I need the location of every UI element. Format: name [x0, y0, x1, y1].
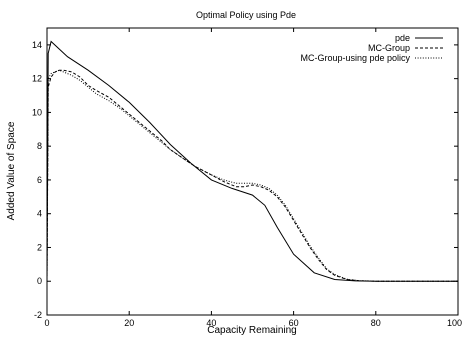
- x-axis-label: Capacity Remaining: [207, 325, 297, 336]
- series-line-2: [46, 69, 458, 282]
- y-tick-label: 4: [37, 209, 42, 219]
- chart-title: Optimal Policy using Pde: [196, 10, 296, 20]
- y-tick-label: 0: [37, 276, 42, 286]
- series-line-3: [46, 69, 458, 282]
- legend-label: MC-Group-using pde policy: [300, 53, 410, 63]
- series-layer: [46, 40, 458, 282]
- x-tick-label: 80: [371, 318, 381, 328]
- series-line-1: [46, 40, 458, 282]
- y-axis: -2 0 2 4 6 8 10 12 14: [32, 40, 458, 320]
- y-tick-label: 12: [32, 74, 42, 84]
- legend-label: MC-Group: [368, 43, 410, 53]
- y-axis-label: Added Value of Space: [6, 121, 17, 220]
- x-tick-label: 40: [206, 318, 216, 328]
- x-tick-label: 60: [289, 318, 299, 328]
- y-tick-label: 6: [37, 175, 42, 185]
- y-tick-label: 14: [32, 40, 42, 50]
- y-tick-label: -2: [34, 310, 42, 320]
- y-tick-label: 10: [32, 107, 42, 117]
- y-tick-label: 8: [37, 141, 42, 151]
- x-axis: 0 20 40 60 80 100: [44, 28, 462, 328]
- x-tick-label: 100: [447, 318, 462, 328]
- plot-frame: [46, 27, 459, 316]
- x-tick-label: 0: [44, 318, 49, 328]
- y-tick-label: 2: [37, 242, 42, 252]
- legend-label: pde: [395, 33, 410, 43]
- x-tick-label: 20: [124, 318, 134, 328]
